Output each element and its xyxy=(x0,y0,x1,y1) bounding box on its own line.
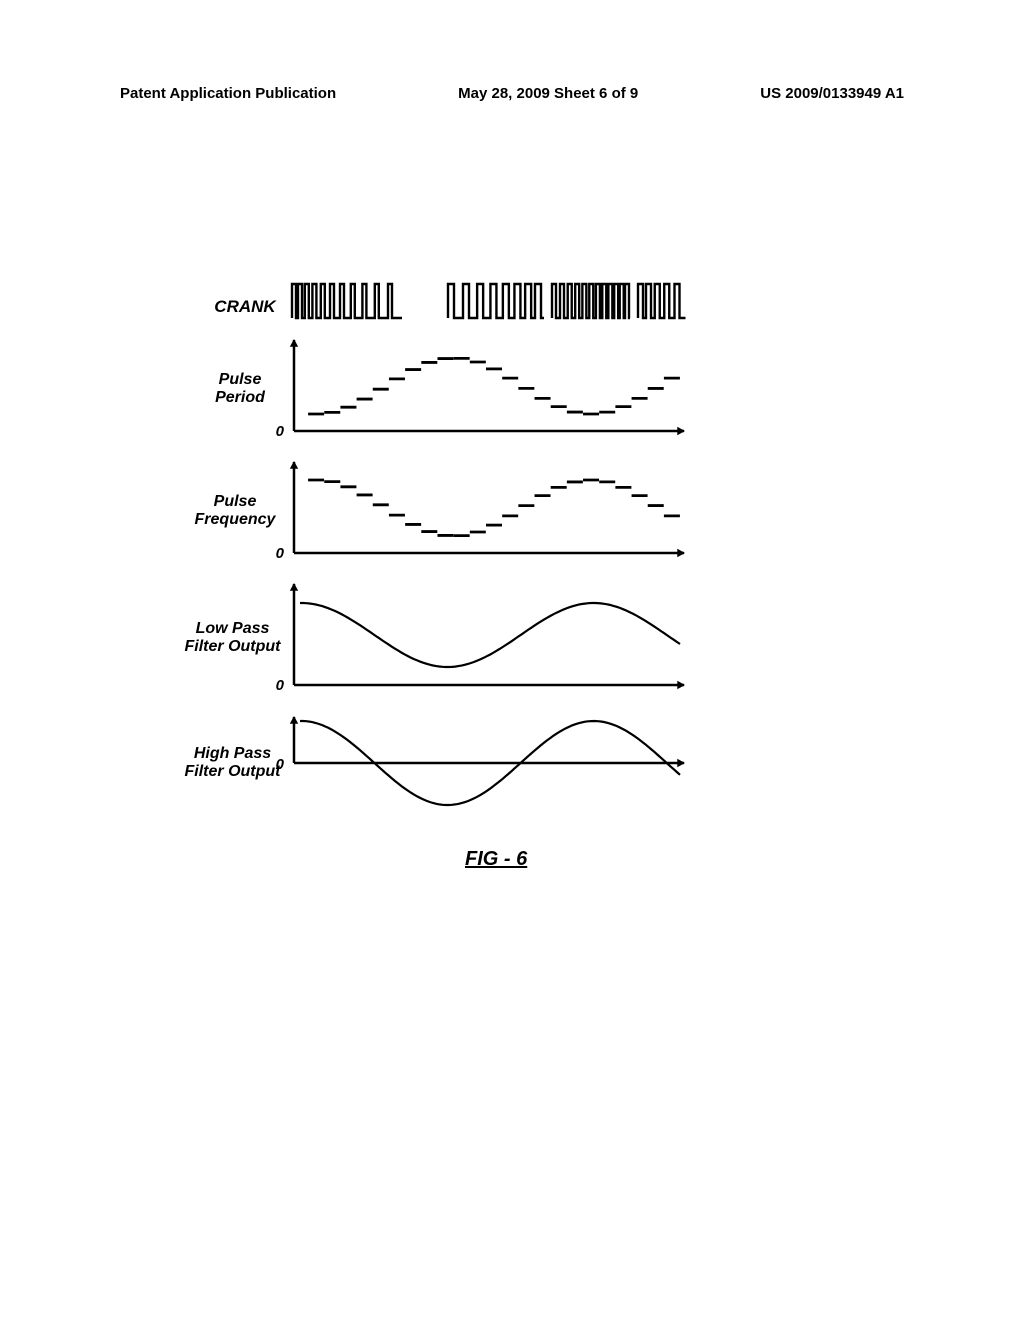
panel-svg-crank xyxy=(290,280,690,322)
panel-low_pass: Low PassFilter Output0 xyxy=(175,580,875,700)
panel-label-crank: CRANK xyxy=(210,298,280,317)
panel-label-high_pass: High PassFilter Output xyxy=(175,745,290,780)
figure-caption: FIG - 6 xyxy=(465,848,527,871)
panel-pulse_period: PulsePeriod0 xyxy=(175,336,875,446)
panel-svg-high_pass: 0 xyxy=(290,715,690,830)
panel-svg-low_pass: 0 xyxy=(290,580,690,695)
svg-text:0: 0 xyxy=(276,756,285,773)
panel-svg-pulse_period: 0 xyxy=(290,336,690,441)
header-left: Patent Application Publication xyxy=(120,85,336,102)
svg-text:0: 0 xyxy=(276,677,285,694)
header-right: US 2009/0133949 A1 xyxy=(760,85,904,102)
panel-label-low_pass: Low PassFilter Output xyxy=(175,620,290,655)
panel-pulse_frequency: PulseFrequency0 xyxy=(175,458,875,568)
svg-text:0: 0 xyxy=(276,423,285,440)
header-center: May 28, 2009 Sheet 6 of 9 xyxy=(458,85,638,102)
panel-svg-pulse_frequency: 0 xyxy=(290,458,690,563)
panel-high_pass: High PassFilter Output0 xyxy=(175,715,875,830)
panel-label-pulse_period: PulsePeriod xyxy=(205,371,275,406)
panel-crank: CRANK xyxy=(175,280,875,322)
page-header: Patent Application Publication May 28, 2… xyxy=(0,85,1024,102)
svg-text:0: 0 xyxy=(276,545,285,562)
panel-label-pulse_frequency: PulseFrequency xyxy=(185,493,285,528)
